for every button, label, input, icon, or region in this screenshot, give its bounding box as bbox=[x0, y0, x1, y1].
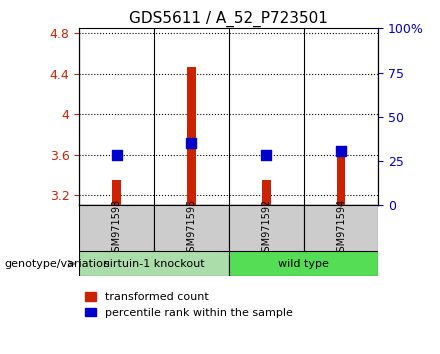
Title: GDS5611 / A_52_P723501: GDS5611 / A_52_P723501 bbox=[129, 11, 328, 27]
Point bbox=[337, 148, 345, 154]
Text: genotype/variation: genotype/variation bbox=[4, 259, 110, 269]
FancyBboxPatch shape bbox=[229, 251, 378, 276]
Point bbox=[188, 140, 195, 145]
Bar bbox=[187, 67, 196, 205]
FancyBboxPatch shape bbox=[304, 205, 378, 251]
Text: GSM971592: GSM971592 bbox=[261, 199, 271, 258]
Text: GSM971595: GSM971595 bbox=[187, 199, 196, 258]
Bar bbox=[337, 150, 345, 205]
FancyBboxPatch shape bbox=[229, 205, 304, 251]
Text: GSM971593: GSM971593 bbox=[112, 199, 121, 258]
Text: wild type: wild type bbox=[278, 259, 329, 269]
Legend: transformed count, percentile rank within the sample: transformed count, percentile rank withi… bbox=[85, 292, 293, 318]
Point bbox=[263, 153, 270, 158]
Text: GSM971594: GSM971594 bbox=[336, 199, 346, 258]
Text: sirtuin-1 knockout: sirtuin-1 knockout bbox=[104, 259, 204, 269]
Bar bbox=[112, 180, 121, 205]
Bar bbox=[262, 180, 271, 205]
FancyBboxPatch shape bbox=[154, 205, 229, 251]
FancyBboxPatch shape bbox=[79, 251, 229, 276]
Point bbox=[113, 153, 120, 158]
FancyBboxPatch shape bbox=[79, 205, 154, 251]
